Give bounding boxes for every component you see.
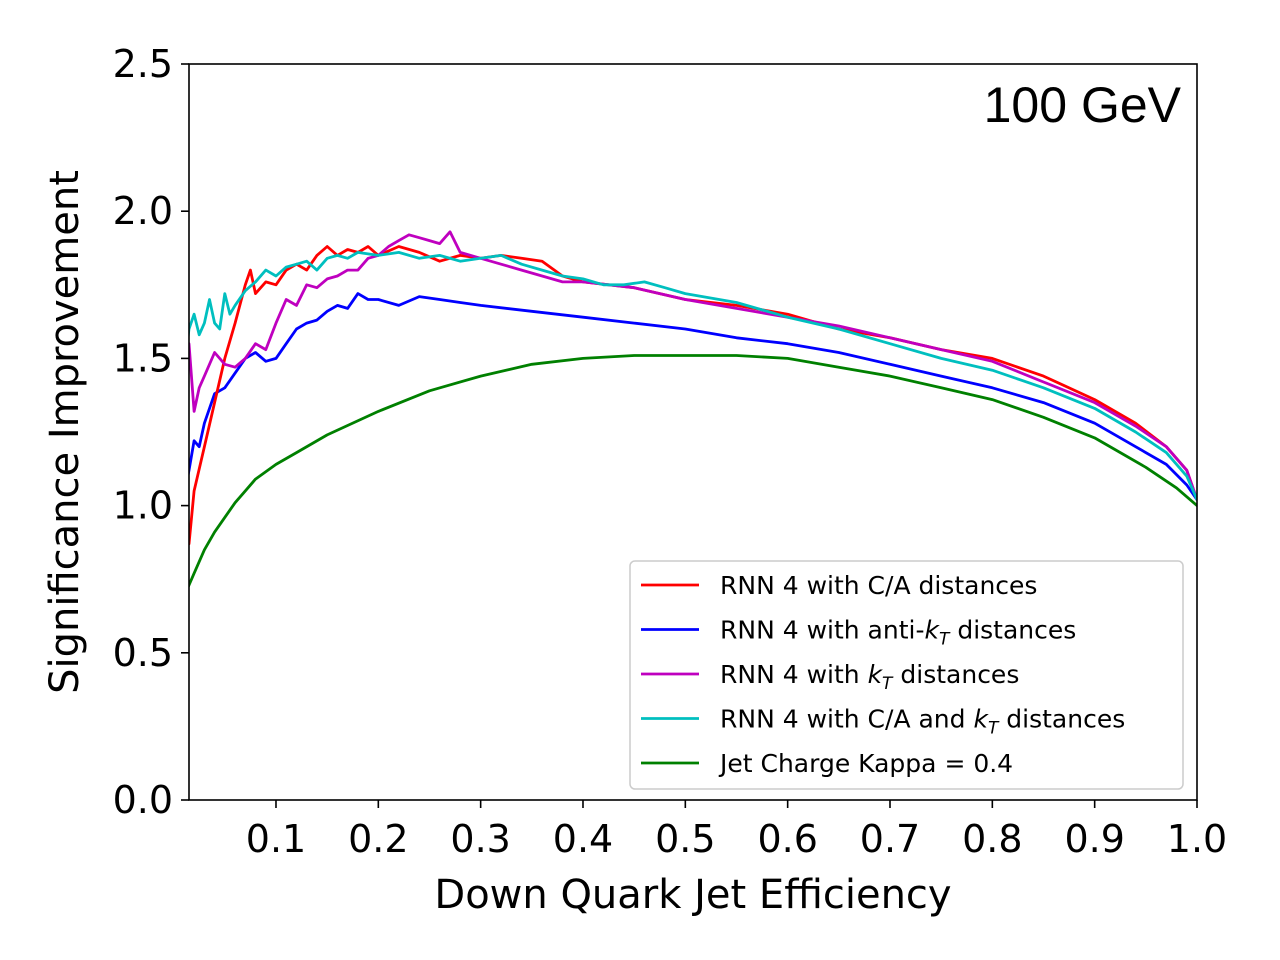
x-tick-label: 0.4	[553, 817, 613, 861]
legend-entry-4: RNN 4 with C/A and kT distances	[720, 705, 1125, 739]
legend-entry-5: Jet Charge Kappa = 0.4	[718, 749, 1013, 778]
series-line-3	[189, 230, 1197, 502]
x-tick-label: 0.6	[757, 817, 817, 861]
legend: RNN 4 with C/A distances RNN 4 with anti-…	[629, 560, 1184, 790]
legend-entry-3: RNN 4 with kT distances	[720, 660, 1019, 694]
x-tick-label: 0.3	[450, 817, 510, 861]
legend-box	[629, 560, 1184, 790]
x-tick-label: 0.1	[246, 817, 306, 861]
x-tick-label: 0.7	[860, 817, 920, 861]
x-tick-label: 0.5	[655, 817, 715, 861]
y-tick-label: 1.0	[113, 484, 173, 528]
y-tick-label: 0.0	[113, 778, 173, 822]
y-tick-label: 2.0	[113, 189, 173, 233]
plot-frame	[188, 63, 1198, 801]
y-tick-label: 1.5	[113, 336, 173, 380]
x-tick-label: 0.2	[348, 817, 408, 861]
series-line-5	[189, 354, 1197, 589]
x-axis-label: Down Quark Jet Efficiency	[434, 872, 951, 918]
legend-entry-2: RNN 4 with anti-kT distances	[720, 616, 1076, 650]
ticks-layer: 0.1 0.2 0.3 0.4 0.5 0.6 0.7 0.8 0.9 1.0 0.0 0.5 1.0 1…	[113, 42, 1228, 861]
chart-annotation: 100 GeV	[984, 77, 1182, 133]
y-tick-label: 2.5	[113, 42, 173, 86]
y-axis-label: Significance Improvement	[42, 170, 88, 694]
y-tick-label: 0.5	[113, 631, 173, 675]
series-layer	[189, 230, 1197, 589]
legend-entry-1: RNN 4 with C/A distances	[720, 571, 1037, 600]
x-tick-label: 0.8	[962, 817, 1022, 861]
x-tick-label: 0.9	[1064, 817, 1124, 861]
x-tick-label: 1.0	[1167, 817, 1227, 861]
series-line-4	[189, 251, 1197, 502]
